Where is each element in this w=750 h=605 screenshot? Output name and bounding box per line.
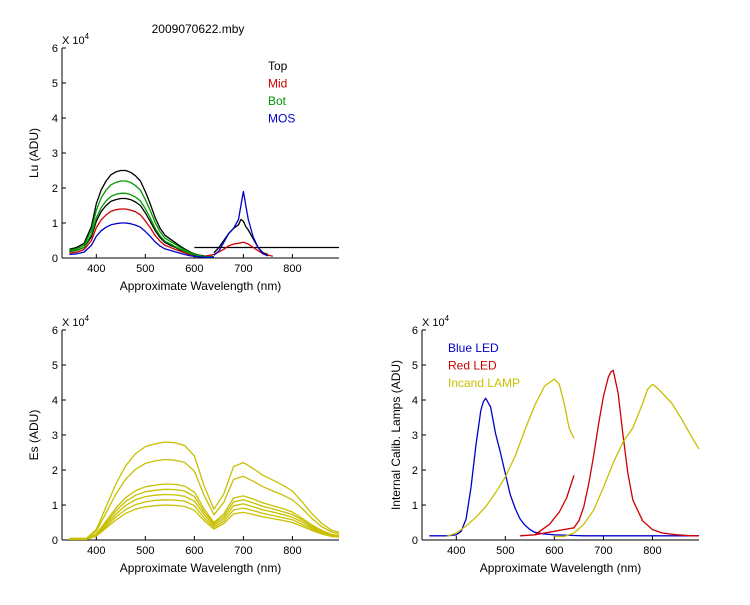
legend-entry-top: Top: [268, 59, 288, 73]
series-line-incand-lamp: [446, 378, 575, 538]
series-line-incand-lamp: [554, 383, 700, 538]
y-multiplier: X 104: [62, 314, 90, 329]
y-tick-label: 4: [52, 113, 58, 125]
chart-lu: 400 500 600 700 800 0 1 2 3 4 5 6 X 104 Approximate W…: [27, 32, 339, 293]
series-line-mos: [69, 222, 214, 258]
chart-es: 400 500 600 700 800 0 1 2 3 4 5 6 X 104 Approximate W…: [27, 314, 340, 575]
y-tick-label: 6: [52, 43, 58, 55]
series-line-es-6: [69, 504, 340, 540]
series-line-blue-led: [429, 397, 699, 537]
series-line-es-0: [69, 441, 340, 539]
legend-entry-blue-led: Blue LED: [448, 341, 499, 355]
y-axis-label: Lu (ADU): [27, 128, 41, 178]
figure-title: 2009070622.mby: [152, 22, 245, 36]
legend-entry-incand-lamp: Incand LAMP: [448, 376, 520, 390]
y-tick-label: 0: [52, 253, 58, 265]
y-tick-label: 3: [52, 148, 58, 160]
x-tick-label: 400: [447, 545, 465, 557]
x-tick-label: 700: [594, 545, 612, 557]
y-tick-label: 5: [412, 360, 418, 372]
x-axis-label: Approximate Wavelength (nm): [120, 561, 282, 575]
legend-entry-mos: MOS: [268, 112, 295, 126]
x-axis-label: Approximate Wavelength (nm): [120, 279, 282, 293]
x-tick-label: 600: [545, 545, 563, 557]
series-line-es-5: [69, 499, 340, 540]
legend-entry-bot: Bot: [268, 94, 287, 108]
y-tick-label: 0: [52, 535, 58, 547]
series-line-red-led: [534, 475, 575, 536]
series-group: [69, 169, 339, 258]
series-group: [69, 441, 340, 540]
x-tick-label: 500: [496, 545, 514, 557]
x-tick-label: 400: [87, 545, 105, 557]
y-tick-label: 3: [412, 430, 418, 442]
x-tick-label: 700: [234, 263, 252, 275]
y-tick-label: 5: [52, 360, 58, 372]
y-tick-label: 1: [52, 500, 58, 512]
series-line-es-1: [69, 458, 340, 540]
x-axis-label: Approximate Wavelength (nm): [480, 561, 642, 575]
y-tick-label: 6: [412, 325, 418, 337]
y-tick-label: 0: [412, 535, 418, 547]
x-tick-label: 400: [87, 263, 105, 275]
y-tick-label: 4: [412, 395, 418, 407]
y-tick-label: 2: [52, 183, 58, 195]
y-tick-label: 6: [52, 325, 58, 337]
legend-entry-mid: Mid: [268, 77, 287, 91]
y-axis-label: Es (ADU): [27, 410, 41, 461]
y-tick-label: 1: [52, 218, 58, 230]
series-line-mid: [204, 241, 273, 257]
x-tick-label: 600: [185, 263, 203, 275]
y-tick-label: 1: [412, 500, 418, 512]
series-line-es-2: [69, 483, 340, 540]
y-tick-label: 4: [52, 395, 58, 407]
x-tick-label: 800: [643, 545, 661, 557]
series-line-top: [69, 169, 215, 258]
x-tick-label: 800: [283, 263, 301, 275]
x-tick-label: 700: [234, 545, 252, 557]
x-tick-label: 600: [185, 545, 203, 557]
y-axis-label: Internal Calib. Lamps (ADU): [389, 360, 403, 510]
y-multiplier: X 104: [422, 314, 450, 329]
legend-entry-red-led: Red LED: [448, 359, 497, 373]
y-tick-label: 3: [52, 430, 58, 442]
series-group: [429, 369, 700, 538]
series-line-bot: [69, 192, 215, 258]
y-tick-label: 2: [52, 465, 58, 477]
y-tick-label: 5: [52, 78, 58, 90]
series-line-es-4: [69, 493, 340, 540]
series-line-mid: [69, 208, 215, 258]
y-tick-label: 2: [412, 465, 418, 477]
series-line-bot: [69, 180, 214, 258]
x-tick-label: 800: [283, 545, 301, 557]
x-tick-label: 500: [136, 545, 154, 557]
y-multiplier: X 104: [62, 32, 90, 47]
x-tick-label: 500: [136, 263, 154, 275]
series-line-es-3: [69, 488, 340, 540]
series-line-mos: [213, 190, 269, 257]
series-line-red-led: [520, 369, 699, 537]
chart-lamps: 400 500 600 700 800 0 1 2 3 4 5 6 X 104 Approximate W…: [389, 314, 700, 575]
